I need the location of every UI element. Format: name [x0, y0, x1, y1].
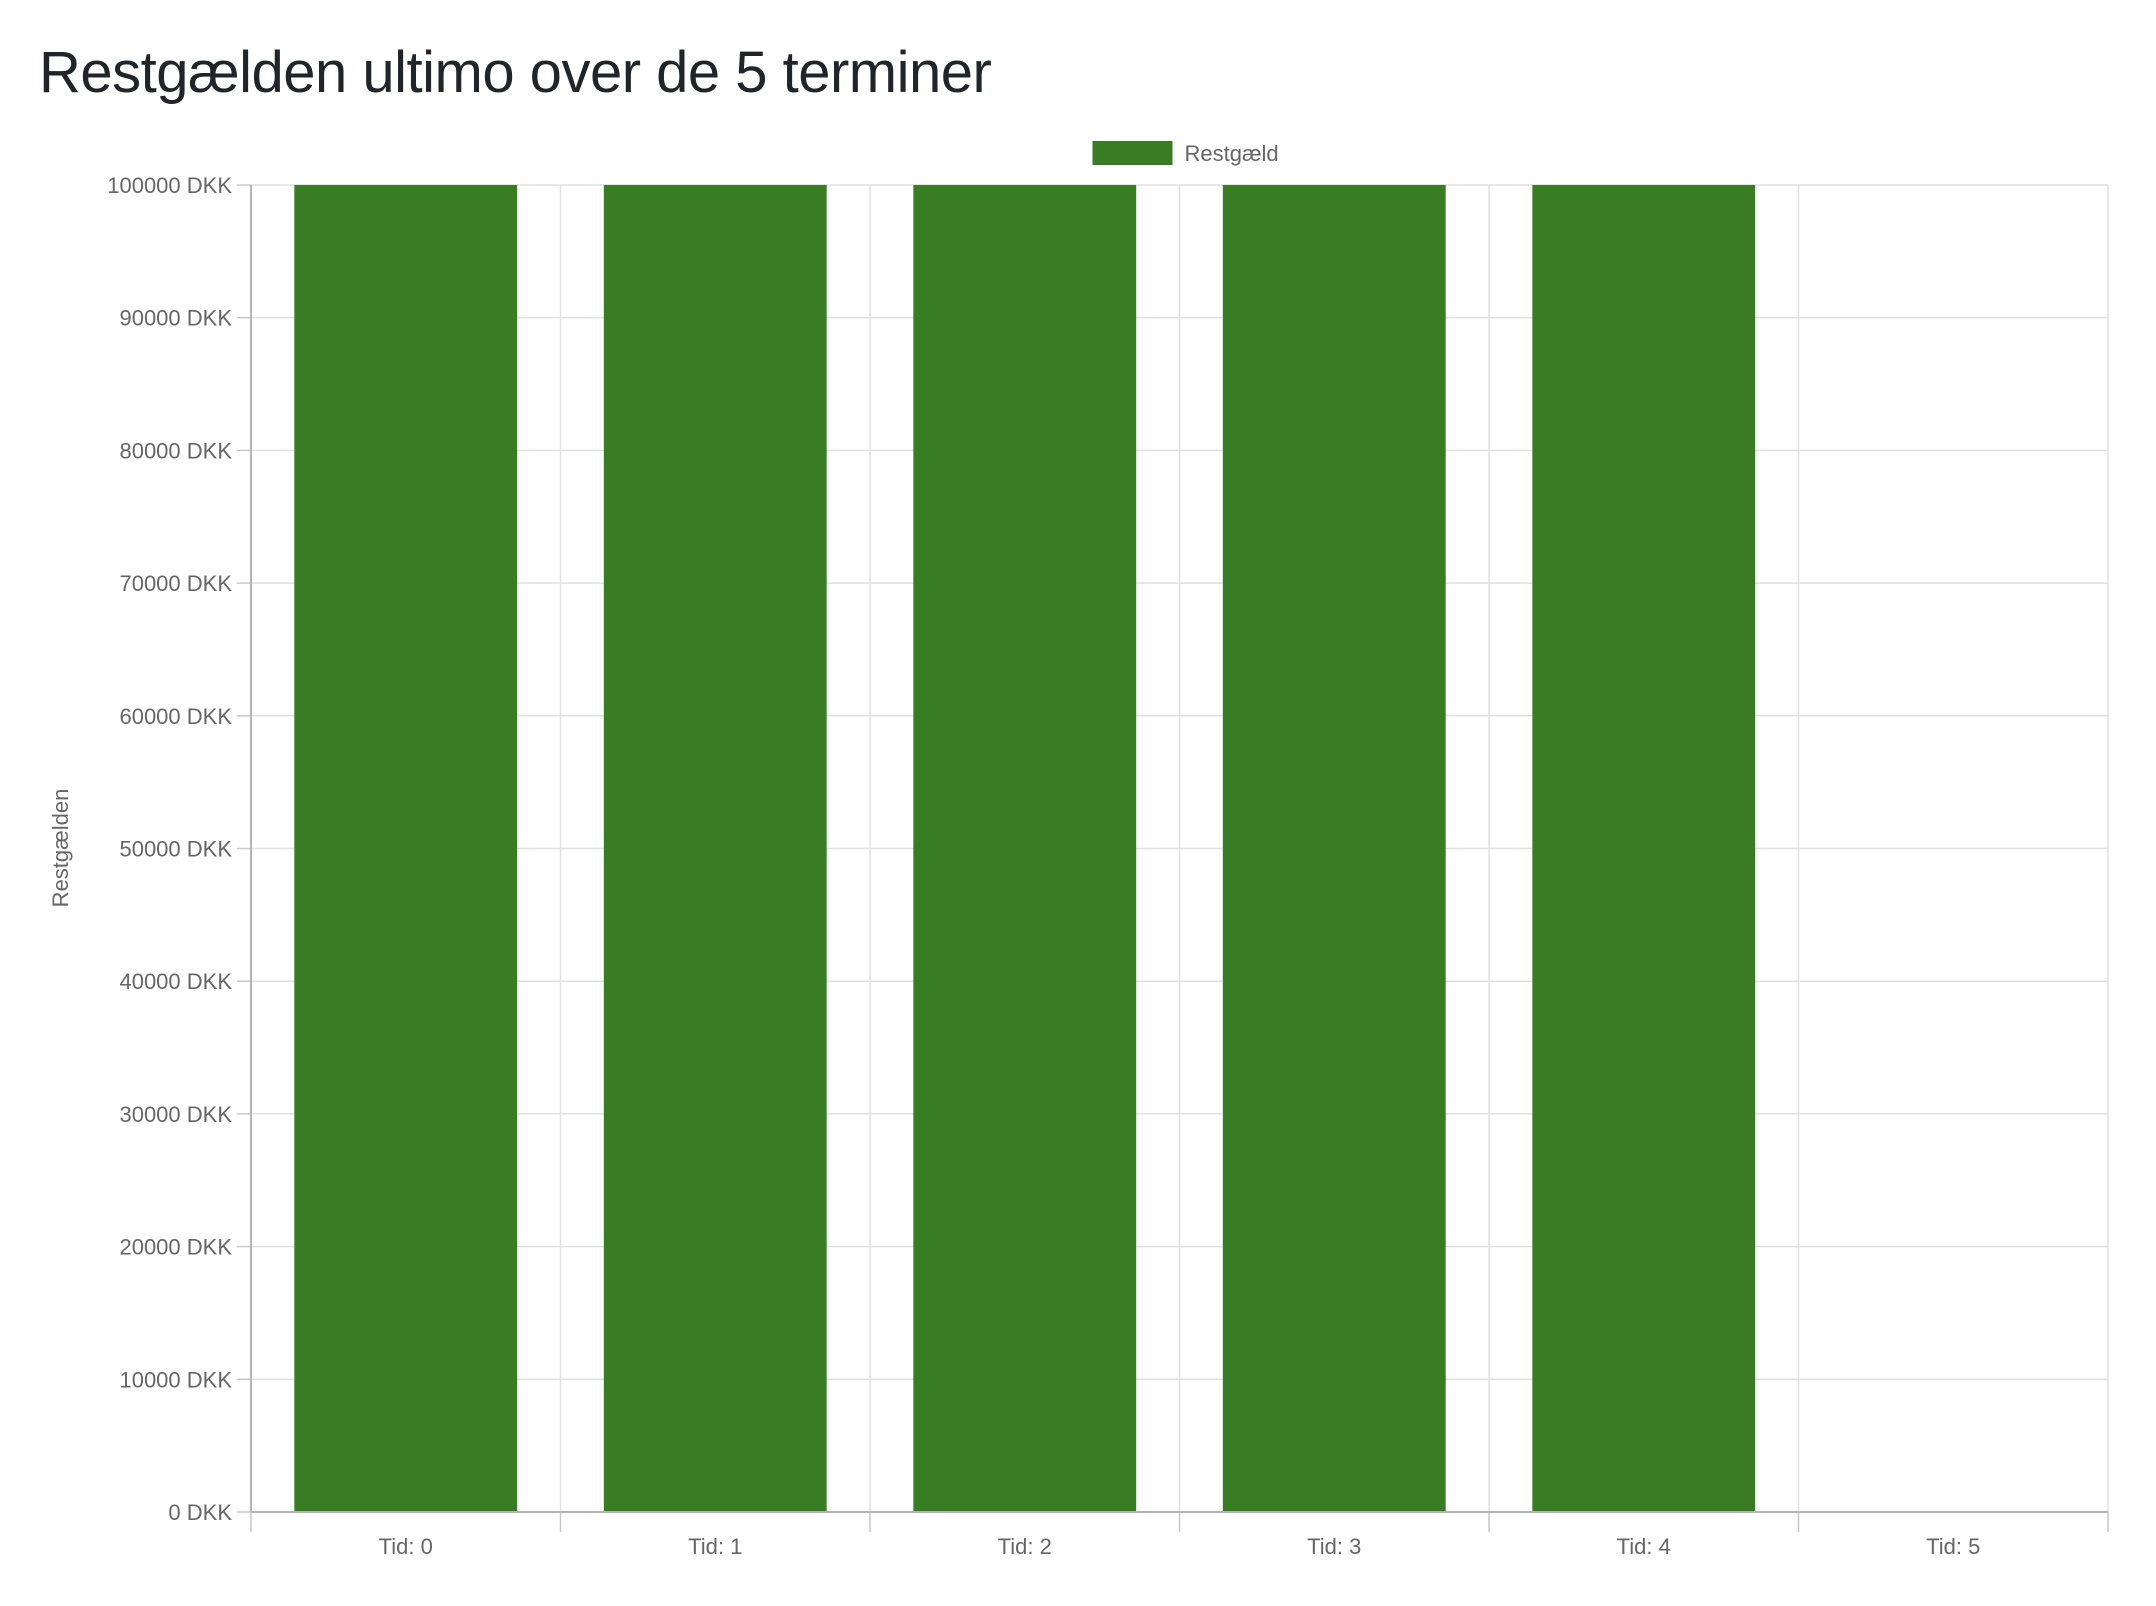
y-tick-label: 90000 DKK: [119, 306, 232, 331]
y-tick-label: 70000 DKK: [119, 571, 232, 596]
y-tick-label: 0 DKK: [168, 1500, 232, 1525]
y-axis-title: Restgælden: [48, 789, 73, 908]
x-tick-label: Tid: 3: [1307, 1534, 1361, 1559]
bar[interactable]: [1532, 185, 1756, 1512]
y-tick-label: 40000 DKK: [119, 969, 232, 994]
y-tick-label: 20000 DKK: [119, 1235, 232, 1260]
y-axis-tick-labels: 0 DKK 10000 DKK 20000 DKK 30000 DKK 40000 DK…: [107, 173, 232, 1525]
y-tick-label: 30000 DKK: [119, 1102, 232, 1127]
legend-swatch[interactable]: [1092, 141, 1173, 165]
y-tick-label: 100000 DKK: [107, 173, 232, 198]
bar[interactable]: [603, 185, 827, 1512]
bar[interactable]: [913, 185, 1137, 1512]
x-tick-label: Tid: 4: [1617, 1534, 1671, 1559]
y-tick-label: 80000 DKK: [119, 438, 232, 463]
bar[interactable]: [294, 185, 518, 1512]
axes: [237, 184, 2109, 1532]
bar[interactable]: [1222, 185, 1446, 1512]
legend[interactable]: Restgæld: [1092, 141, 1279, 166]
x-tick-label: Tid: 5: [1926, 1534, 1980, 1559]
x-tick-label: Tid: 1: [688, 1534, 742, 1559]
y-tick-label: 60000 DKK: [119, 704, 232, 729]
grid-lines: [251, 184, 2109, 1512]
page-title: Restgælden ultimo over de 5 terminer: [39, 40, 992, 105]
y-tick-label: 50000 DKK: [119, 837, 232, 862]
x-tick-label: Tid: 2: [998, 1534, 1052, 1559]
x-axis-tick-labels: Tid: 0 Tid: 1 Tid: 2 Tid: 3 Tid: 4 Tid: 5: [379, 1534, 1981, 1559]
bars: [294, 185, 1756, 1512]
legend-label[interactable]: Restgæld: [1185, 141, 1279, 166]
x-tick-label: Tid: 0: [379, 1534, 433, 1559]
y-tick-label: 10000 DKK: [119, 1367, 232, 1392]
